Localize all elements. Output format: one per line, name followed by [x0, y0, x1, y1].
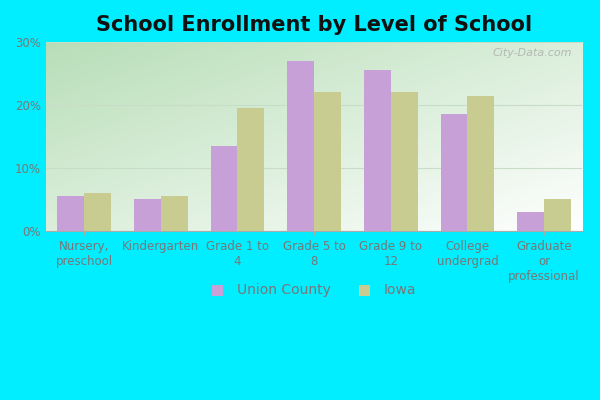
- Bar: [238, 108, 265, 230]
- Bar: [134, 199, 161, 230]
- Bar: [84, 193, 111, 230]
- Bar: [364, 70, 391, 230]
- Bar: [467, 96, 494, 230]
- Title: School Enrollment by Level of School: School Enrollment by Level of School: [96, 15, 532, 35]
- Bar: [517, 212, 544, 230]
- Bar: [391, 92, 418, 230]
- Bar: [544, 199, 571, 230]
- Bar: [440, 114, 467, 230]
- Bar: [287, 61, 314, 230]
- Bar: [58, 196, 84, 230]
- Bar: [161, 196, 188, 230]
- Bar: [314, 92, 341, 230]
- Bar: [211, 146, 238, 230]
- Text: City-Data.com: City-Data.com: [492, 48, 572, 58]
- Legend: Union County, Iowa: Union County, Iowa: [206, 278, 422, 303]
